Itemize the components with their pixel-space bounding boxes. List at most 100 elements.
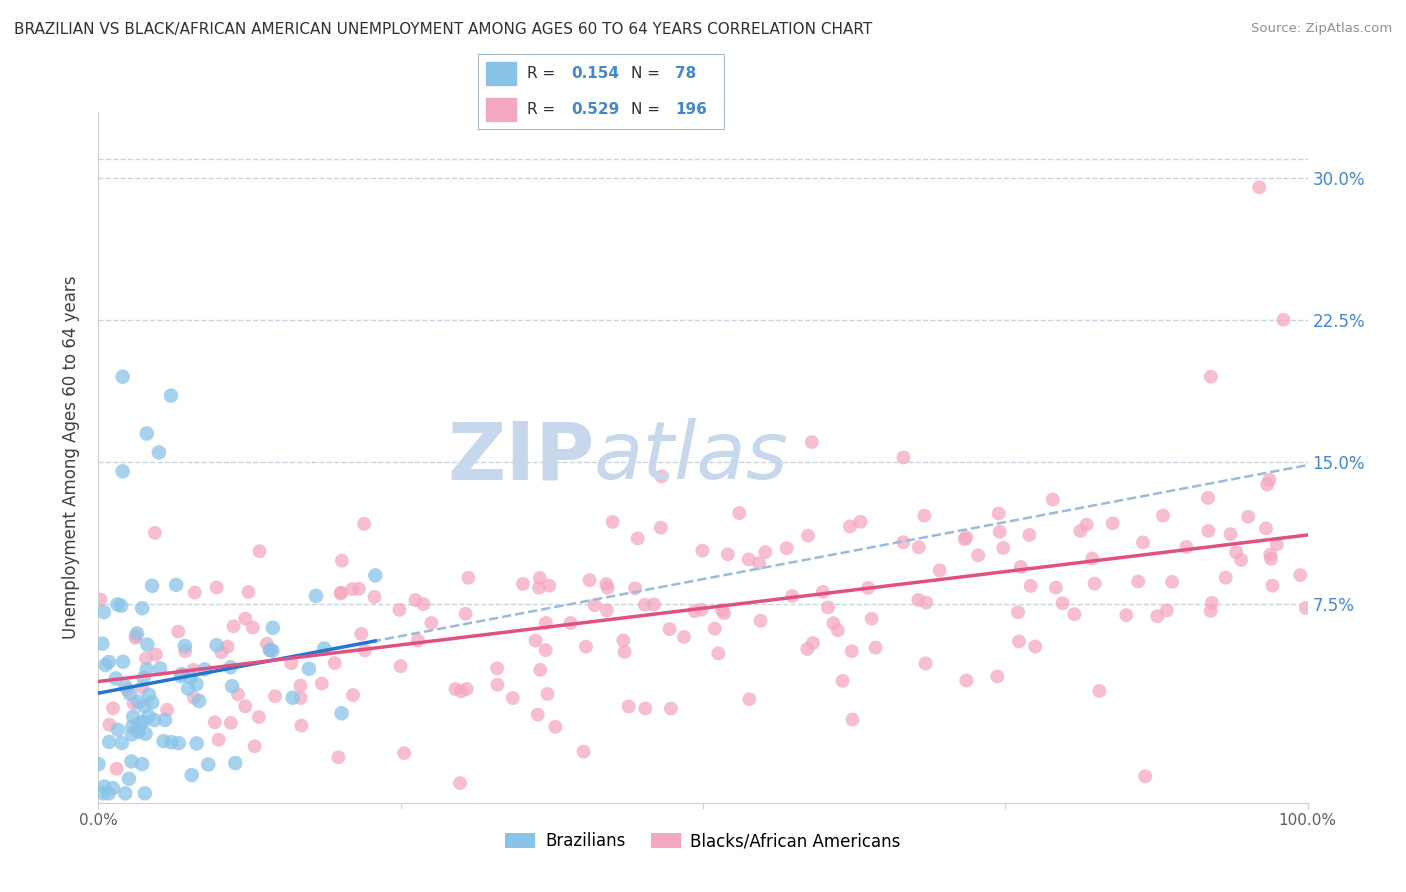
Point <box>658 622 681 636</box>
Point <box>125 626 148 640</box>
Point <box>135 662 157 676</box>
Point <box>353 516 375 531</box>
Point <box>841 644 863 658</box>
Point <box>572 745 595 759</box>
Point <box>121 720 143 734</box>
Point <box>131 601 153 615</box>
Point <box>93 780 115 794</box>
Point <box>444 681 467 696</box>
Point <box>914 657 936 671</box>
Point <box>710 603 733 617</box>
Text: 0.529: 0.529 <box>571 102 620 117</box>
Point <box>204 715 226 730</box>
Point <box>1088 684 1111 698</box>
Text: 196: 196 <box>675 102 707 117</box>
Point <box>207 732 229 747</box>
Point <box>97 786 120 800</box>
Point <box>152 734 174 748</box>
Point <box>188 694 211 708</box>
Point <box>1010 560 1032 574</box>
Point <box>915 596 938 610</box>
Point <box>117 683 139 698</box>
Point <box>342 688 364 702</box>
Text: R =: R = <box>527 102 555 117</box>
Point <box>1295 600 1317 615</box>
Point <box>364 568 387 582</box>
Point <box>1007 606 1029 620</box>
Point <box>138 709 160 723</box>
Point <box>526 707 548 722</box>
Point <box>350 627 373 641</box>
Point <box>651 469 673 483</box>
Point <box>690 602 713 616</box>
Point <box>486 661 509 675</box>
Point <box>748 556 770 570</box>
Point <box>527 581 550 595</box>
Point <box>856 581 879 595</box>
Point <box>153 713 176 727</box>
Point <box>242 620 264 634</box>
Point <box>226 687 249 701</box>
Point <box>143 713 166 727</box>
Point <box>457 571 479 585</box>
Point <box>127 695 149 709</box>
Point <box>602 515 624 529</box>
FancyBboxPatch shape <box>485 62 517 87</box>
Point <box>987 507 1010 521</box>
Point <box>420 615 443 630</box>
Point <box>160 388 183 402</box>
Text: N =: N = <box>630 66 659 81</box>
Y-axis label: Unemployment Among Ages 60 to 64 years: Unemployment Among Ages 60 to 64 years <box>62 276 80 639</box>
Point <box>134 727 156 741</box>
Point <box>328 750 350 764</box>
Point <box>1258 473 1281 487</box>
Point <box>907 541 929 555</box>
Point <box>672 630 695 644</box>
Point <box>247 710 270 724</box>
Point <box>1101 516 1123 531</box>
Point <box>728 506 751 520</box>
Text: BRAZILIAN VS BLACK/AFRICAN AMERICAN UNEMPLOYMENT AMONG AGES 60 TO 64 YEARS CORRE: BRAZILIAN VS BLACK/AFRICAN AMERICAN UNEM… <box>14 22 872 37</box>
Point <box>392 746 415 760</box>
Point <box>1146 609 1168 624</box>
Point <box>290 690 312 705</box>
Point <box>538 579 561 593</box>
Point <box>347 582 370 596</box>
Point <box>262 621 284 635</box>
Point <box>827 624 849 638</box>
Point <box>111 464 134 478</box>
Point <box>596 581 619 595</box>
Point <box>314 641 336 656</box>
Point <box>1018 528 1040 542</box>
Point <box>617 699 640 714</box>
Point <box>389 659 412 673</box>
Point <box>1215 571 1237 585</box>
Point <box>643 598 665 612</box>
Point <box>110 599 132 613</box>
Point <box>1161 574 1184 589</box>
Point <box>156 703 179 717</box>
Point <box>280 656 302 670</box>
Point <box>122 709 145 723</box>
Point <box>205 638 228 652</box>
Point <box>233 612 256 626</box>
Point <box>170 667 193 681</box>
Point <box>703 622 725 636</box>
Point <box>412 597 434 611</box>
Point <box>849 515 872 529</box>
Point <box>311 676 333 690</box>
Point <box>101 701 124 715</box>
Point <box>256 637 278 651</box>
Point <box>536 687 558 701</box>
Point <box>121 727 143 741</box>
Point <box>135 651 157 665</box>
Point <box>534 643 557 657</box>
Point <box>165 578 187 592</box>
Point <box>342 582 364 596</box>
Point <box>1265 537 1288 551</box>
Point <box>145 648 167 662</box>
Point <box>1254 521 1277 535</box>
Point <box>613 645 636 659</box>
Point <box>907 593 929 607</box>
Text: N =: N = <box>630 102 659 117</box>
